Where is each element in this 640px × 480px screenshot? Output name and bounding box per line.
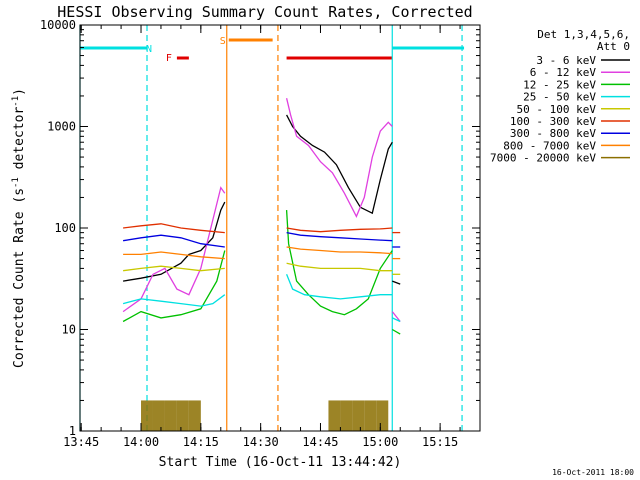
observing-flags: F S N [80, 36, 465, 64]
series-line [286, 262, 393, 272]
y-tick-label: 10000 [40, 18, 76, 32]
legend-entry-label: 300 - 800 keV [510, 127, 596, 140]
y-tick-label: 10 [62, 323, 76, 337]
series-line [285, 274, 393, 300]
footer-timestamp: 16-Oct-2011 18:00 [552, 468, 634, 477]
series-bar [340, 400, 353, 431]
y-axis-label: Corrected Count Rate (s-1 detector-1) [11, 88, 27, 368]
series-line [122, 186, 226, 313]
series-bar [164, 400, 177, 431]
series-bar [141, 400, 153, 431]
y-tick-label: 100 [54, 221, 76, 235]
series-line [122, 201, 226, 282]
legend-entry-label: 800 - 7000 keV [503, 139, 596, 152]
legend-entry-label: 6 - 12 keV [530, 66, 597, 79]
x-tick-label: 15:15 [422, 435, 458, 449]
x-tick-label: 14:30 [243, 435, 279, 449]
flag-label: S [220, 36, 226, 47]
series-bar [328, 400, 341, 431]
chart-title: HESSI Observing Summary Count Rates, Cor… [57, 3, 472, 21]
series-line [122, 234, 225, 248]
series-line [286, 227, 393, 233]
series-line [286, 114, 393, 215]
legend-entry-label: 100 - 300 keV [510, 115, 596, 128]
flag-label: N [146, 44, 152, 55]
legend-entry-label: 50 - 100 keV [517, 103, 597, 116]
series-bar [176, 400, 189, 431]
legend-header-line-1: Det 1,3,4,5,6, [537, 28, 630, 41]
series-bar [364, 400, 377, 431]
legend-entry-label: 12 - 25 keV [523, 78, 596, 91]
legend-entry-label: 3 - 6 keV [536, 54, 596, 67]
series-line [391, 311, 401, 322]
series-line [285, 210, 393, 316]
series-bar [188, 400, 201, 431]
y-tick-label: 1 [69, 424, 76, 438]
legend-entry-label: 25 - 50 keV [523, 91, 596, 104]
series-line [122, 250, 226, 323]
x-axis-ticks: 13:45 14:00 14:15 14:30 14:45 15:00 15:15 [63, 25, 461, 449]
plot-area: F S N 1 10 100 1000 10000 13:45 14:00 14:15 14:30… [40, 18, 481, 449]
series-line [123, 251, 225, 260]
x-axis-label: Start Time (16-Oct-11 13:44:42) [159, 455, 402, 470]
series-line [122, 294, 226, 307]
x-tick-label: 14:15 [183, 435, 219, 449]
plot-frame [79, 24, 481, 432]
x-tick-label: 13:45 [63, 435, 99, 449]
series-line [123, 223, 225, 234]
vertical-markers [79, 25, 463, 431]
y-tick-label: 1000 [47, 120, 76, 134]
legend-header-line-2: Att 0 [597, 40, 630, 53]
series-line [123, 265, 225, 272]
series-line [392, 317, 401, 323]
y-axis-ticks: 1 10 100 1000 10000 [40, 18, 480, 438]
series-lines [122, 98, 401, 431]
series-line [391, 328, 401, 335]
flag-label: F [166, 53, 172, 64]
x-tick-label: 14:00 [123, 435, 159, 449]
series-bar [152, 400, 165, 431]
series-line [286, 246, 393, 255]
legend-entry-label: 7000 - 20000 keV [490, 152, 596, 165]
series-bar [376, 400, 389, 431]
x-tick-label: 14:45 [302, 435, 338, 449]
series-line [392, 280, 401, 285]
x-tick-label: 15:00 [362, 435, 398, 449]
series-line [285, 98, 393, 218]
series-line [286, 231, 393, 242]
series-bar [352, 400, 365, 431]
